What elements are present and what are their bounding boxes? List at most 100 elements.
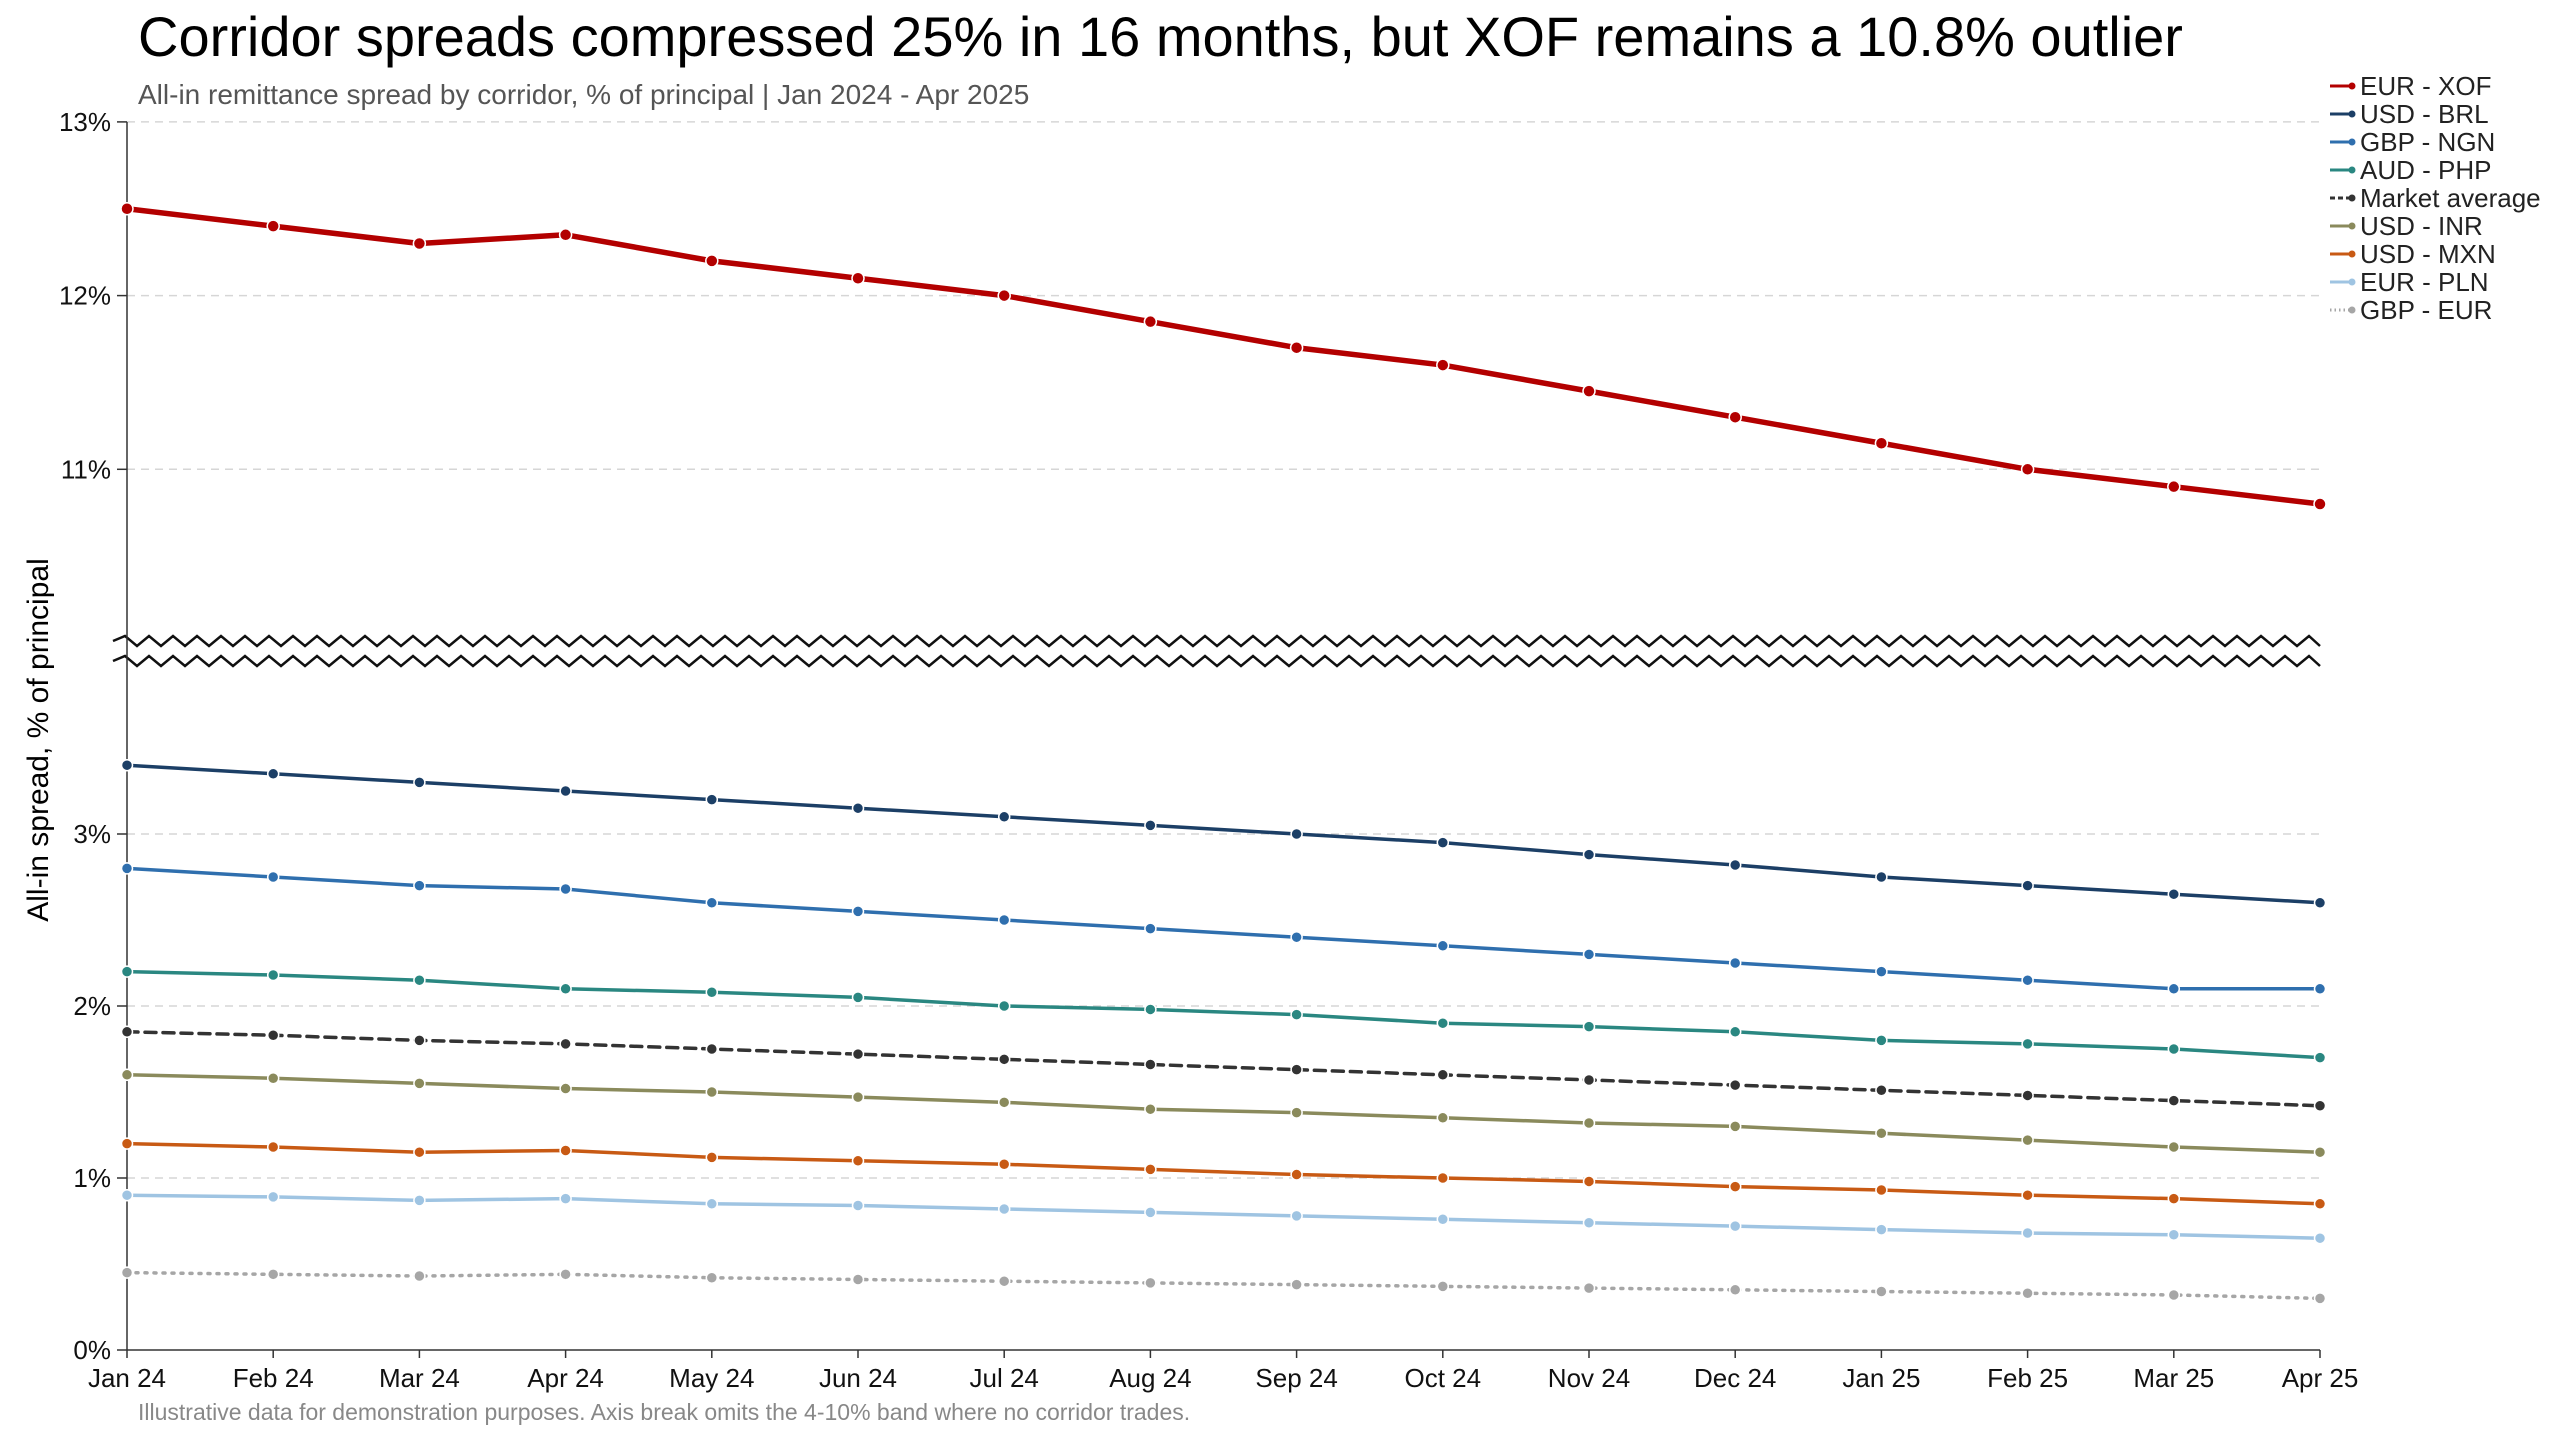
data-point xyxy=(413,973,426,987)
legend-swatch xyxy=(2330,110,2356,118)
x-tick-label: Jul 24 xyxy=(970,1363,1039,1393)
data-point xyxy=(1582,948,1596,961)
data-point xyxy=(2313,1099,2327,1113)
data-point xyxy=(1143,314,1158,329)
x-tick-label: Jun 24 xyxy=(819,1363,897,1393)
data-point xyxy=(2021,1226,2034,1240)
data-point xyxy=(2167,1094,2181,1107)
series-line xyxy=(125,1073,2322,1154)
data-point xyxy=(1582,1216,1596,1229)
y-tick-label: 2% xyxy=(73,991,111,1021)
legend-swatch xyxy=(2330,194,2356,202)
data-point xyxy=(1436,1111,1450,1125)
x-tick-label: Mar 25 xyxy=(2133,1363,2214,1393)
data-point xyxy=(851,1047,865,1061)
legend-item-eur-pln: EUR - PLN xyxy=(2328,268,2541,296)
legend-item-usd-brl: USD - BRL xyxy=(2328,100,2541,128)
data-point xyxy=(1728,1078,1742,1092)
series-line xyxy=(125,1270,2322,1301)
x-tick-label: Dec 24 xyxy=(1694,1363,1776,1393)
data-point xyxy=(559,982,572,996)
data-point xyxy=(2167,1288,2181,1302)
axis-break-zigzag xyxy=(112,654,2321,668)
data-point xyxy=(2313,1051,2327,1064)
series-gbp-eur xyxy=(120,1266,2327,1305)
data-point xyxy=(120,862,134,875)
data-point xyxy=(851,1090,865,1104)
data-point xyxy=(559,1268,572,1281)
data-point xyxy=(997,1053,1011,1066)
data-point xyxy=(997,1157,1011,1171)
legend-item-gbp-eur: GBP - EUR xyxy=(2328,296,2541,324)
data-point xyxy=(120,1266,134,1279)
data-point xyxy=(120,202,134,216)
data-point xyxy=(1582,848,1596,861)
data-point xyxy=(2313,1197,2327,1211)
series-line xyxy=(125,969,2322,1060)
data-point xyxy=(1728,956,1742,970)
data-point xyxy=(1582,1020,1596,1033)
series-eur-pln xyxy=(120,1188,2327,1245)
data-point xyxy=(1875,1084,1888,1097)
data-point xyxy=(997,999,1011,1013)
legend-swatch xyxy=(2330,250,2356,258)
data-point xyxy=(413,1034,426,1047)
y-axis-title: All-in spread, % of principal xyxy=(22,558,55,922)
data-point xyxy=(997,1096,1011,1109)
data-point xyxy=(2313,1145,2327,1159)
data-point xyxy=(705,1085,719,1099)
data-point xyxy=(120,1025,134,1039)
legend-swatch xyxy=(2330,222,2356,230)
data-point xyxy=(1436,1068,1450,1082)
x-tick-label: Aug 24 xyxy=(1109,1363,1191,1393)
x-tick-label: Nov 24 xyxy=(1548,1363,1630,1393)
data-point xyxy=(1875,1034,1888,1047)
data-point xyxy=(705,1042,719,1056)
legend-label: EUR - PLN xyxy=(2360,267,2489,297)
data-point xyxy=(1582,1073,1596,1087)
data-point xyxy=(1290,827,1303,841)
series-line xyxy=(125,866,2322,991)
data-point xyxy=(1144,1206,1157,1219)
data-point xyxy=(558,228,573,242)
y-tick-label: 3% xyxy=(73,819,111,849)
data-point xyxy=(705,1271,719,1285)
series-gbp-ngn xyxy=(120,862,2327,996)
data-point xyxy=(2167,1192,2181,1205)
data-point xyxy=(2167,982,2181,996)
chart-subtitle: All-in remittance spread by corridor, % … xyxy=(138,79,1030,110)
y-tick-label: 1% xyxy=(73,1163,111,1193)
data-point xyxy=(851,801,865,815)
data-point xyxy=(266,219,280,233)
data-point xyxy=(120,758,134,772)
data-point xyxy=(559,1192,572,1205)
legend-swatch xyxy=(2330,82,2356,90)
data-point xyxy=(2167,1140,2181,1154)
data-point xyxy=(2167,1042,2181,1056)
data-point xyxy=(1290,1278,1303,1291)
legend-item-aud-php: AUD - PHP xyxy=(2328,156,2541,184)
data-point xyxy=(851,991,865,1004)
data-point xyxy=(1290,1008,1303,1021)
legend-item-gbp-ngn: GBP - NGN xyxy=(2328,128,2541,156)
series-aud-php xyxy=(120,965,2327,1064)
data-point xyxy=(997,288,1011,303)
series-line xyxy=(125,763,2322,905)
legend-item-usd-inr: USD - INR xyxy=(2328,212,2541,240)
data-point xyxy=(1875,1183,1888,1197)
data-point xyxy=(413,1145,426,1159)
data-point xyxy=(120,1188,134,1202)
data-point xyxy=(1290,1063,1303,1076)
data-point xyxy=(2313,497,2327,511)
legend-label: USD - BRL xyxy=(2360,99,2489,129)
data-point xyxy=(2020,462,2035,477)
data-point xyxy=(1875,965,1888,978)
x-tick-label: Feb 25 xyxy=(1987,1363,2068,1393)
y-tick-label: 11% xyxy=(61,454,111,484)
series-line xyxy=(125,1193,2322,1240)
data-point xyxy=(1436,939,1450,953)
x-tick-label: Oct 24 xyxy=(1405,1363,1482,1393)
x-tick-label: May 24 xyxy=(669,1363,754,1393)
x-tick-label: Jan 25 xyxy=(1842,1363,1920,1393)
y-tick-label: 12% xyxy=(59,281,111,311)
